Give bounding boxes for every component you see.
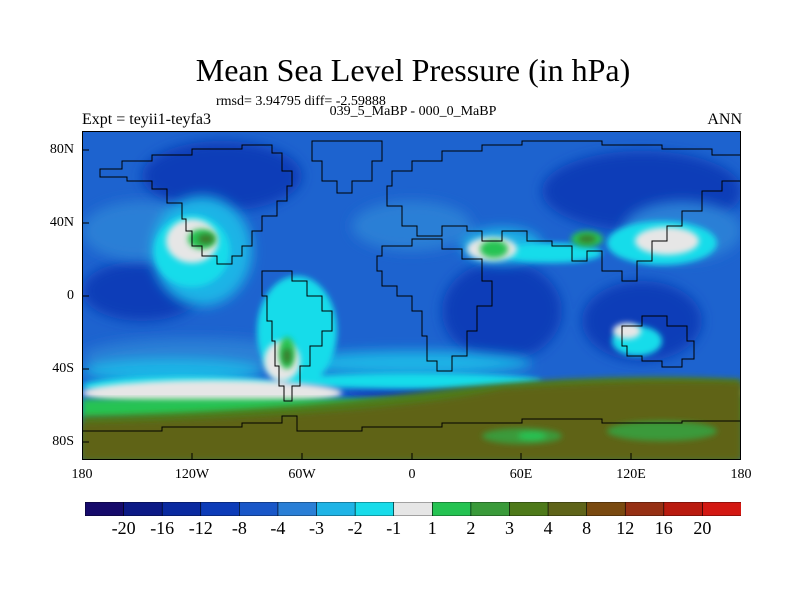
africa-outline [376,238,493,372]
colorbar-swatch [393,502,433,516]
cyan-region [502,243,602,263]
colorbar-swatch [161,502,202,516]
colorbar-label: 8 [582,518,592,538]
colorbar-label: -12 [188,518,213,538]
rmsd-diff-stats: rmsd= 3.94795 diff= -2.59888 [216,94,386,109]
colorbar-label: -4 [270,518,286,538]
lat-label-80n: 80N [49,142,74,157]
pressure-map [82,131,741,460]
map-frame [82,131,741,460]
colorbar-swatch [702,502,741,516]
colorbar-label: -16 [150,518,175,538]
colorbar-swatch [316,502,356,516]
colorbar-swatch [663,502,704,516]
deep-blue-region [142,141,302,211]
dark-green-region [283,348,291,364]
colorbar-swatch [354,502,395,516]
dark-green-region [578,235,596,243]
lon-label-0: 0 [408,467,416,482]
antarctic-green-patch [607,421,717,441]
light-blue-region [292,351,532,375]
colorbar-swatch [85,502,125,516]
colorbar-label: 3 [505,518,514,538]
coastlines [82,140,741,432]
eurasia-outline [386,140,741,282]
greenland-outline [311,140,383,194]
antarctic-green-patch [518,432,546,440]
colorbar [85,502,741,516]
lat-label-0: 0 [67,288,74,303]
lon-label-180w: 180 [71,467,93,482]
experiment-period-subtitle: 039_5_MaBP - 000_0_MaBP [329,104,497,119]
north-america-outline [99,144,293,265]
colorbar-label: 12 [616,518,635,538]
colorbar-label: 4 [543,518,553,538]
deep-blue-region [442,261,562,361]
lon-label-120e: 120E [616,467,646,482]
colorbar-swatch [470,502,511,516]
lon-label-60w: 60W [288,467,316,482]
colorbar-swatch [277,502,318,516]
lat-label-80s: 80S [52,434,74,449]
lon-label-60e: 60E [509,467,533,482]
colorbar-label: -1 [386,518,402,538]
colorbar-swatch [586,502,626,516]
colorbar-swatch [509,502,549,516]
lon-label-120w: 120W [174,467,210,482]
colorbar-swatch [431,502,472,516]
dark-green-region [198,234,214,244]
neutral-region [613,323,641,339]
colorbar-label: -3 [309,518,324,538]
colorbar-swatch [624,502,665,516]
plot-title: Mean Sea Level Pressure (in hPa) [195,52,631,88]
colorbar-label: 16 [654,518,673,538]
lat-label-40s: 40S [52,361,74,376]
cyan-region [282,373,542,389]
colorbar-label: -20 [111,518,136,538]
period-label: ANN [707,111,742,128]
colorbar-label: -2 [347,518,363,538]
antarctica-outline [82,415,741,432]
antarctic-brown-band [82,381,741,460]
colorbar-label: 2 [466,518,476,538]
lon-label-180e: 180 [730,467,752,482]
colorbar-swatch [239,502,279,516]
colorbar-label: 1 [427,518,437,538]
experiment-label: Expt = teyii1-teyfa3 [82,111,211,128]
colorbar-label: -8 [231,518,247,538]
south-america-outline [261,270,333,402]
green-region [480,240,508,258]
colorbar-swatch [123,502,163,516]
colorbar-swatch [547,502,588,516]
colorbar-swatch [200,502,240,516]
australia-outline [621,315,695,368]
map-ticks [82,149,632,460]
colorbar-label: 20 [693,518,712,538]
lat-label-40n: 40N [49,215,74,230]
